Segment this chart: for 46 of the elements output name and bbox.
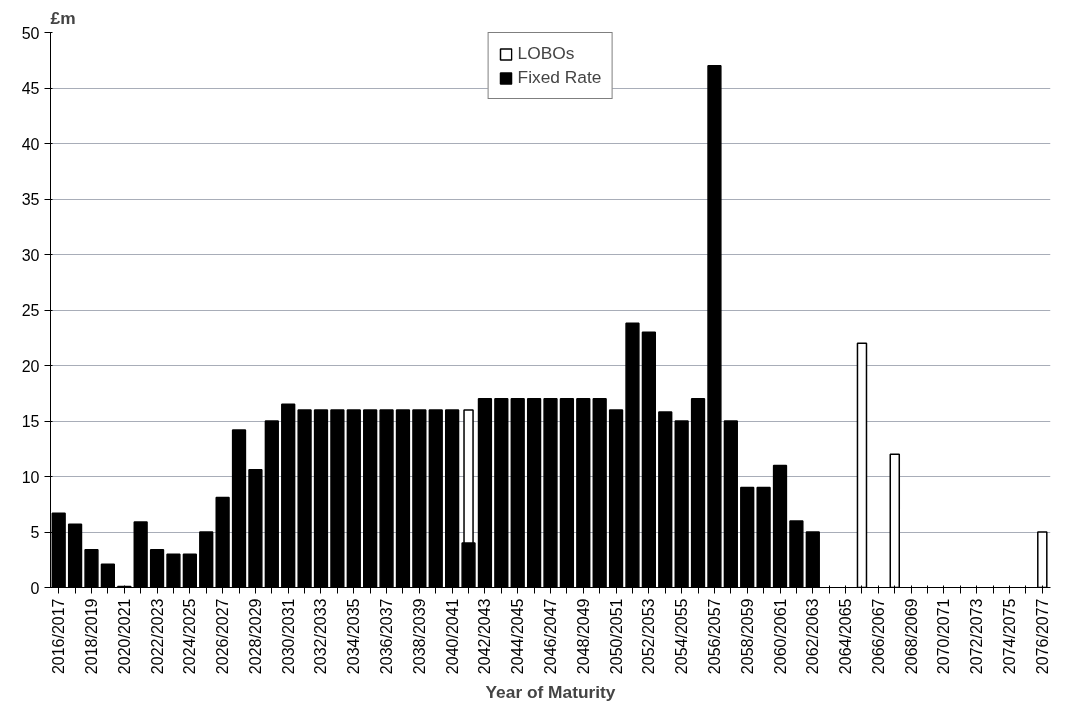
y-tick-label: 45 xyxy=(21,80,40,97)
x-tick-label: 2074/2075 xyxy=(1001,598,1019,675)
x-tick-label: 2016/2017 xyxy=(50,598,68,675)
x-tick-label: 2022/2023 xyxy=(148,598,166,675)
y-tick-label: 0 xyxy=(30,579,40,597)
x-tick-label: 2052/2053 xyxy=(640,598,658,675)
x-tick-label: 2076/2077 xyxy=(1033,598,1051,675)
y-tick-label: 30 xyxy=(21,246,40,264)
x-tick-label: 2040/2041 xyxy=(443,598,461,675)
x-tick-label: 2072/2073 xyxy=(968,598,986,675)
y-tick-label: 50 xyxy=(21,24,40,42)
y-tick-label: 15 xyxy=(21,413,40,430)
x-tick-label: 2042/2043 xyxy=(476,598,494,675)
y-tick-label: 10 xyxy=(21,468,40,486)
x-tick-label: 2058/2059 xyxy=(738,598,756,675)
x-tick-label: 2038/2039 xyxy=(410,598,428,675)
x-tick-label: 2062/2063 xyxy=(804,598,822,675)
x-tick-label: 2060/2061 xyxy=(771,598,789,675)
x-tick-label: 2026/2027 xyxy=(214,598,232,675)
x-tick-label: 2030/2031 xyxy=(279,598,297,675)
legend-label: Fixed Rate xyxy=(517,67,602,88)
x-tick-label: 2064/2065 xyxy=(837,598,855,675)
x-tick-label: 2066/2067 xyxy=(869,598,887,675)
x-tick-label: 2050/2051 xyxy=(607,598,625,675)
x-tick-label: 2036/2037 xyxy=(378,598,396,675)
x-tick-label: 2020/2021 xyxy=(115,598,133,675)
x-tick-label: 2044/2045 xyxy=(509,598,527,675)
y-tick-label: 25 xyxy=(21,302,40,319)
x-tick-label: 2028/2029 xyxy=(246,598,264,675)
x-tick-label: 2024/2025 xyxy=(181,598,199,675)
x-tick-label: 2046/2047 xyxy=(542,598,559,675)
x-tick-label: 2034/2035 xyxy=(345,598,363,675)
x-tick-label: 2054/2055 xyxy=(673,598,691,675)
x-tick-label: 2068/2069 xyxy=(902,598,920,675)
y-tick-label: 5 xyxy=(30,524,40,541)
x-tick-label: 2070/2071 xyxy=(935,598,953,675)
x-tick-label: 2018/2019 xyxy=(82,598,100,675)
y-tick-label: 20 xyxy=(21,357,40,375)
y-tick-label: 35 xyxy=(21,191,40,208)
y-tick-label: 40 xyxy=(21,135,40,153)
x-tick-label: 2056/2057 xyxy=(705,598,723,675)
x-tick-label: 2048/2049 xyxy=(574,598,592,675)
legend-label: LOBOs xyxy=(517,43,575,64)
y-axis-title: £m xyxy=(50,7,76,28)
x-tick-label: 2032/2033 xyxy=(312,598,330,675)
x-axis-title: Year of Maturity xyxy=(485,682,616,703)
